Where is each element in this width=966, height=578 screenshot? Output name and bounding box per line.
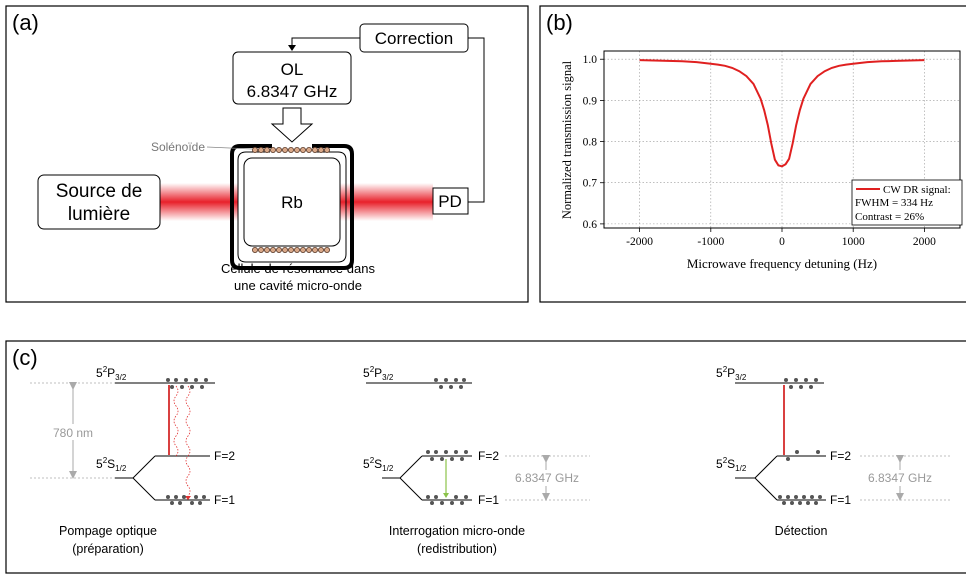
f2-label: F=2 bbox=[214, 449, 235, 463]
chart-legend bbox=[851, 179, 963, 226]
cavity-inner bbox=[237, 151, 347, 263]
x-tick-label: 2000 bbox=[913, 236, 936, 248]
microwave-arrow bbox=[270, 107, 314, 143]
chart-ticks: -2000 -1000 0 1000 2000 0.6 0.7 0.8 0.9 1.0 bbox=[583, 54, 937, 248]
source-label-line1: Source de bbox=[56, 181, 143, 202]
rb-label: Rb bbox=[281, 193, 303, 212]
step1-caption-line1: Pompage optique bbox=[59, 524, 157, 538]
f2-label: F=2 bbox=[830, 449, 851, 463]
atoms-f2-step3 bbox=[786, 450, 820, 461]
step2-caption-line1: Interrogation micro-onde bbox=[389, 524, 525, 538]
f1-label: F=1 bbox=[478, 493, 499, 507]
y-tick-label: 1.0 bbox=[583, 54, 598, 66]
step3-caption: Détection bbox=[775, 524, 828, 538]
correction-label: Correction bbox=[375, 29, 453, 48]
light-beam-right bbox=[340, 183, 433, 221]
cavity-outer bbox=[230, 144, 354, 270]
legend-contrast: Contrast = 26% bbox=[855, 211, 924, 223]
atoms-p-step3 bbox=[784, 378, 818, 389]
legend-fwhm: FWHM = 334 Hz bbox=[855, 197, 933, 209]
wavelength-label: 780 nm bbox=[53, 426, 93, 440]
feedback-line bbox=[468, 37, 485, 203]
series-line-cw-dr bbox=[639, 59, 925, 168]
y-tick-label: 0.9 bbox=[583, 95, 598, 107]
cell-caption-line2: une cavité micro-onde bbox=[234, 278, 362, 293]
panel-c-tag: (c) bbox=[12, 345, 38, 370]
solenoid-bottom bbox=[251, 246, 330, 253]
atoms-p-step2 bbox=[434, 378, 466, 389]
atoms-f1-step2 bbox=[426, 495, 468, 505]
solenoid-label: Solénoïde bbox=[151, 140, 205, 154]
hyperfine-label: 6.8347 GHz bbox=[868, 471, 932, 485]
ol-box bbox=[232, 51, 352, 105]
chart-grid bbox=[604, 51, 960, 228]
correction-box bbox=[359, 23, 469, 53]
atoms-f1-step3 bbox=[778, 495, 822, 505]
legend-series-name: CW DR signal: bbox=[883, 184, 951, 196]
pd-box bbox=[432, 187, 469, 215]
x-tick-label: -1000 bbox=[697, 236, 724, 248]
pd-label: PD bbox=[438, 192, 462, 211]
source-label-line2: lumière bbox=[68, 204, 130, 225]
step1-caption-line2: (préparation) bbox=[72, 542, 144, 556]
rb-cell bbox=[243, 157, 341, 247]
cell-caption-line1: Cellule de résonance dans bbox=[221, 261, 375, 276]
source-box bbox=[37, 174, 161, 230]
y-tick-label: 0.7 bbox=[583, 178, 598, 190]
ol-label: OL bbox=[281, 60, 304, 79]
solenoid-pointer bbox=[206, 146, 253, 150]
f1-label: F=1 bbox=[830, 493, 851, 507]
step2-caption-line2: (redistribution) bbox=[417, 542, 497, 556]
light-beam-left bbox=[160, 183, 238, 221]
panel-b-frame bbox=[539, 5, 966, 303]
panel-a-tag: (a) bbox=[12, 10, 39, 35]
x-tick-label: -2000 bbox=[626, 236, 653, 248]
x-tick-label: 0 bbox=[779, 236, 785, 248]
f1-label: F=1 bbox=[214, 493, 235, 507]
ol-frequency: 6.8347 GHz bbox=[247, 82, 338, 101]
atoms-f1-step1 bbox=[166, 495, 206, 505]
chart-y-axis-label: Normalized transmission signal bbox=[560, 60, 574, 219]
chart-x-axis-label: Microwave frequency detuning (Hz) bbox=[687, 256, 877, 271]
spontaneous-emission-1 bbox=[173, 385, 179, 457]
step-detection: 52P3/2 52S1/2 F=2 F=1 6.8347 GHz bbox=[716, 365, 950, 538]
panel-b-tag: (b) bbox=[546, 10, 573, 35]
correction-to-ol-line bbox=[291, 37, 360, 47]
solenoid-top bbox=[251, 146, 330, 153]
y-tick-label: 0.8 bbox=[583, 137, 598, 149]
correction-arrowhead bbox=[288, 45, 296, 51]
f2-label: F=2 bbox=[478, 449, 499, 463]
x-tick-label: 1000 bbox=[842, 236, 865, 248]
panel-b: (b) -2000 -1000 0 1000 2000 0.6 0.7 0.8 0.9 1.0 N… bbox=[539, 5, 966, 303]
y-tick-label: 0.6 bbox=[583, 219, 598, 231]
atoms-f2-step2 bbox=[426, 450, 468, 461]
hyperfine-label: 6.8347 GHz bbox=[515, 471, 579, 485]
atoms-p-step1 bbox=[166, 378, 208, 389]
panel-c: (c) 780 nm 52P3/2 52S1/2 F=2 F=1 bbox=[5, 340, 966, 574]
panel-a: (a) Correction OL 6.8347 GHz Rb Solén bbox=[5, 5, 529, 303]
step-interrogation: 52P3/2 52S1/2 F=2 F=1 6.8347 GHz bbox=[363, 365, 590, 556]
